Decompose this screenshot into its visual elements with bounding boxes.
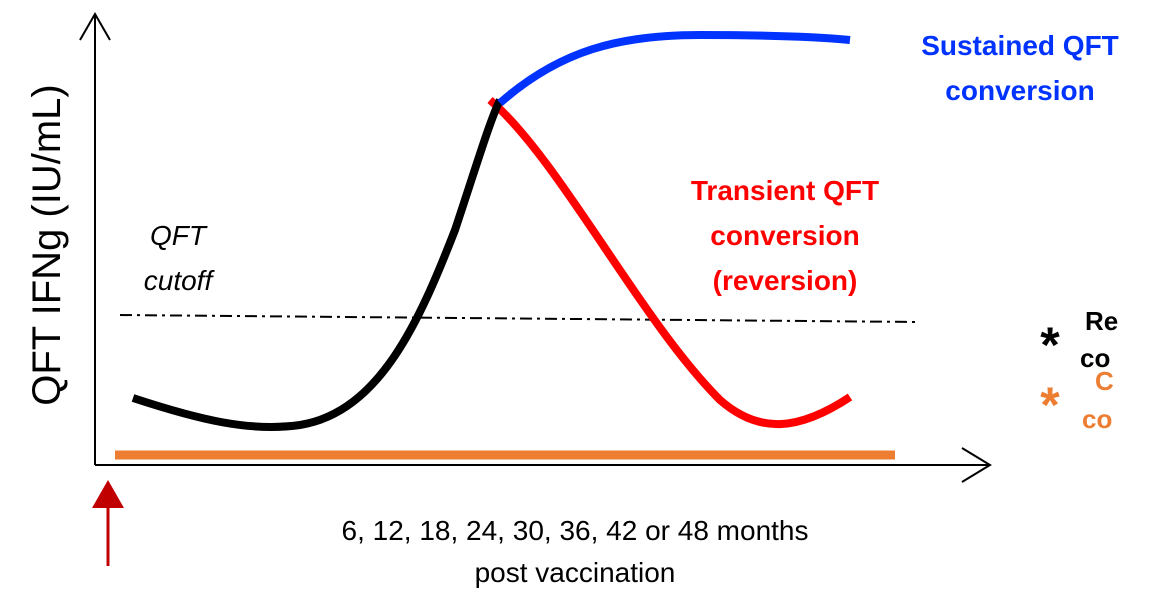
cutoff-label: cutoff [144, 265, 216, 296]
transient-label: (reversion) [713, 265, 858, 296]
x-axis-label: 6, 12, 18, 24, 30, 36, 42 or 48 months [342, 515, 809, 546]
transient-label: conversion [710, 220, 859, 251]
transient-curve [487, 96, 853, 429]
legend-star: * [1040, 317, 1060, 373]
y-axis-arrow [79, 11, 111, 41]
legend-text: Re [1085, 306, 1118, 336]
x-axis-arrow [961, 447, 992, 483]
legend-star: * [1040, 377, 1060, 433]
legend-text: co [1080, 343, 1110, 373]
transient-label: Transient QFT [691, 175, 879, 206]
sustained-label: Sustained QFT [921, 30, 1119, 61]
x-axis-label: post vaccination [475, 557, 676, 588]
rising-curve [131, 98, 504, 431]
y-axis-label: QFT IFNg (IU/mL) [25, 84, 69, 405]
cutoff-line [119, 314, 919, 323]
vaccination-arrow-head [92, 480, 124, 508]
sustained-curve [497, 30, 851, 106]
sustained-label: conversion [945, 75, 1094, 106]
cutoff-label: QFT [150, 220, 208, 251]
legend-text: C [1095, 366, 1114, 396]
legend-text: co [1082, 404, 1112, 434]
